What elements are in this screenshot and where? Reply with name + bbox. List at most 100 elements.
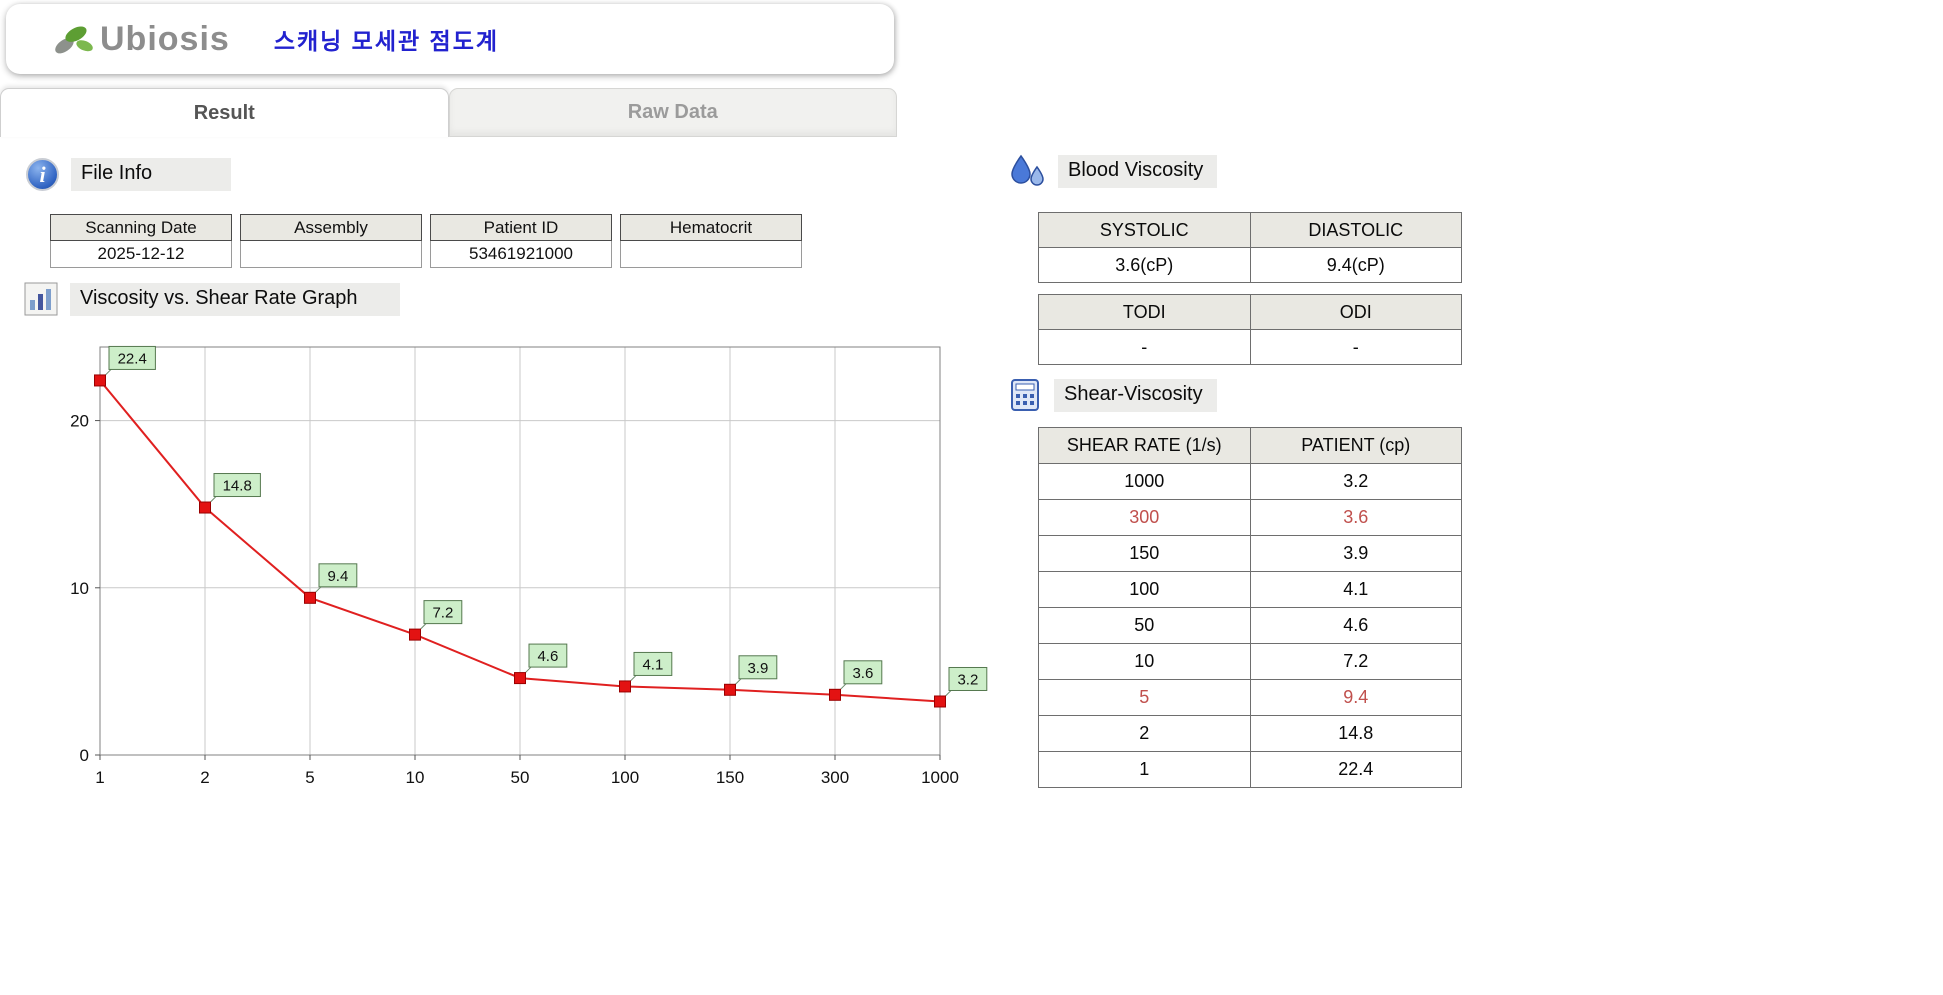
file-info-section-header: File Info (26, 158, 231, 191)
graph-section-title: Viscosity vs. Shear Rate Graph (70, 282, 400, 316)
todi-odi-table: TODI ODI - - (1038, 294, 1462, 365)
tab-raw-data[interactable]: Raw Data (448, 88, 897, 137)
file-info-table: Scanning Date 2025-12-12 Assembly Patien… (50, 214, 802, 268)
assembly-header: Assembly (240, 214, 422, 241)
table-row: 150 3.9 (1038, 535, 1462, 572)
info-icon (26, 158, 59, 191)
shear-rate-cell: 1000 (1038, 463, 1251, 500)
shear-rate-cell: 5 (1038, 679, 1251, 716)
patient-viscosity-cell: 3.2 (1249, 463, 1462, 500)
table-row: 1000 3.2 (1038, 463, 1462, 500)
blood-viscosity-table: SYSTOLIC DIASTOLIC 3.6(cP) 9.4(cP) (1038, 212, 1462, 283)
odi-header: ODI (1249, 294, 1462, 330)
svg-text:3.6: 3.6 (852, 665, 873, 682)
file-info-column: Scanning Date 2025-12-12 (50, 214, 232, 268)
systolic-header: SYSTOLIC (1038, 212, 1251, 248)
svg-text:3.2: 3.2 (957, 671, 978, 688)
svg-text:5: 5 (305, 768, 314, 787)
patient-viscosity-cell: 14.8 (1249, 715, 1462, 752)
shear-viscosity-body: 1000 3.2 300 3.6 150 3.9 100 4.1 50 4.6 10 7.2 5 9.4 2… (1038, 463, 1462, 788)
table-row: 50 4.6 (1038, 607, 1462, 644)
hematocrit-header: Hematocrit (620, 214, 802, 241)
blood-viscosity-section-header: Blood Viscosity (1008, 153, 1218, 189)
svg-text:1000: 1000 (921, 768, 959, 787)
svg-text:150: 150 (716, 768, 744, 787)
table-row: 1 22.4 (1038, 751, 1462, 788)
shear-viscosity-table: SHEAR RATE (1/s) PATIENT (cp) 1000 3.2 300… (1038, 427, 1462, 788)
svg-text:9.4: 9.4 (327, 568, 348, 585)
svg-text:1: 1 (95, 768, 104, 787)
svg-text:7.2: 7.2 (432, 605, 453, 622)
svg-text:50: 50 (511, 768, 530, 787)
tab-raw-data-label: Raw Data (627, 101, 718, 123)
scanning-date-value: 2025-12-12 (50, 241, 232, 268)
shear-rate-cell: 10 (1038, 643, 1251, 680)
svg-text:2: 2 (200, 768, 209, 787)
table-row: SYSTOLIC DIASTOLIC (1038, 212, 1462, 248)
diastolic-value: 9.4(cP) (1249, 247, 1462, 283)
table-row: 2 14.8 (1038, 715, 1462, 752)
shear-rate-cell: 150 (1038, 535, 1251, 572)
leaf-logo-icon (55, 26, 93, 54)
hematocrit-value (620, 241, 802, 268)
viscosity-chart: 1 2 5 10 50 100 150 300 1000 0 10 20 22.4 14.8 9.4 7.2 4… (70, 345, 988, 787)
patient-id-value: 53461921000 (430, 241, 612, 268)
svg-text:10: 10 (406, 768, 425, 787)
systolic-value: 3.6(cP) (1038, 247, 1251, 283)
shear-rate-cell: 300 (1038, 499, 1251, 536)
diastolic-header: DIASTOLIC (1249, 212, 1462, 248)
shear-rate-cell: 100 (1038, 571, 1251, 608)
table-row: - - (1038, 329, 1462, 365)
app-title: 스캐닝 모세관 점도계 (273, 28, 500, 54)
svg-text:20: 20 (70, 412, 89, 431)
table-row: SHEAR RATE (1/s) PATIENT (cp) (1038, 427, 1462, 464)
calculator-icon (1011, 379, 1039, 411)
tab-result-label: Result (193, 101, 255, 124)
svg-text:4.6: 4.6 (537, 648, 558, 665)
patient-viscosity-cell: 4.6 (1249, 607, 1462, 644)
patient-viscosity-cell: 3.6 (1249, 499, 1462, 536)
file-info-column: Hematocrit (620, 214, 802, 268)
tab-result[interactable]: Result (0, 88, 449, 137)
svg-text:100: 100 (611, 768, 639, 787)
patient-column-header: PATIENT (cp) (1249, 427, 1462, 464)
blood-viscosity-title: Blood Viscosity (1058, 154, 1218, 188)
svg-text:14.8: 14.8 (223, 478, 252, 495)
svg-text:10: 10 (70, 579, 89, 598)
table-row: TODI ODI (1038, 294, 1462, 330)
table-row: 3.6(cP) 9.4(cP) (1038, 247, 1462, 283)
table-row: 5 9.4 (1038, 679, 1462, 716)
todi-value: - (1038, 329, 1251, 365)
file-info-title: File Info (71, 158, 231, 191)
file-info-column: Assembly (240, 214, 422, 268)
shear-rate-cell: 2 (1038, 715, 1251, 752)
patient-id-header: Patient ID (430, 214, 612, 241)
shear-viscosity-section-header: Shear-Viscosity (1008, 378, 1217, 412)
svg-text:4.1: 4.1 (642, 656, 663, 673)
shear-viscosity-title: Shear-Viscosity (1054, 378, 1217, 412)
patient-viscosity-cell: 3.9 (1249, 535, 1462, 572)
bar-chart-icon (24, 282, 58, 316)
table-row: 100 4.1 (1038, 571, 1462, 608)
assembly-value (240, 241, 422, 268)
svg-text:0: 0 (80, 746, 89, 765)
patient-viscosity-cell: 4.1 (1249, 571, 1462, 608)
patient-viscosity-cell: 9.4 (1249, 679, 1462, 716)
droplet-icon (1011, 154, 1044, 186)
svg-text:3.9: 3.9 (747, 660, 768, 677)
todi-header: TODI (1038, 294, 1251, 330)
logo-text: Ubiosis (100, 19, 230, 58)
app-header: Ubiosis 스캐닝 모세관 점도계 (6, 4, 894, 74)
shear-rate-column-header: SHEAR RATE (1/s) (1038, 427, 1251, 464)
ubiosis-logo: Ubiosis (52, 19, 230, 59)
odi-value: - (1249, 329, 1462, 365)
file-info-column: Patient ID 53461921000 (430, 214, 612, 268)
svg-text:300: 300 (821, 768, 849, 787)
patient-viscosity-cell: 22.4 (1249, 751, 1462, 788)
scanning-date-header: Scanning Date (50, 214, 232, 241)
tab-bar: Result Raw Data (0, 88, 897, 137)
svg-text:22.4: 22.4 (118, 350, 147, 367)
graph-section-header: Viscosity vs. Shear Rate Graph (24, 282, 400, 316)
patient-viscosity-cell: 7.2 (1249, 643, 1462, 680)
